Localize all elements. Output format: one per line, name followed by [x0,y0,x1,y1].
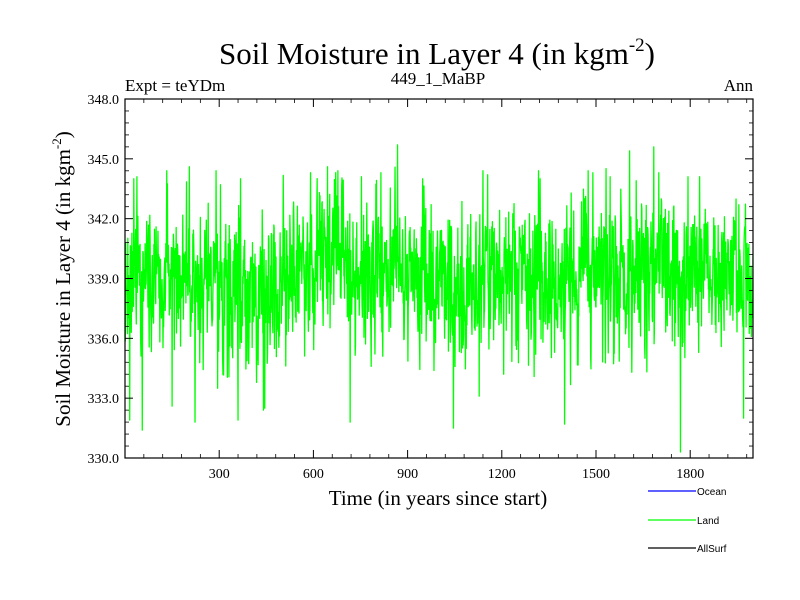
y-tick-label: 342.0 [88,213,120,228]
legend-label-allsurf: AllSurf [697,544,727,555]
y-axis-label: Soil Moisture in Layer 4 (in kgm-2) [49,131,75,426]
y-tick-label: 339.0 [88,273,120,288]
x-axis-label: Time (in years since start) [329,486,548,510]
x-axis: 300 600 900 1200 1500 1800 [143,99,748,482]
chart-subtitle: 449_1_MaBP [391,69,485,88]
chart-title: Soil Moisture in Layer 4 (in kgm-2) [219,35,655,71]
x-tick-label: 300 [209,467,230,482]
experiment-label: Expt = teYDm [125,76,225,95]
x-tick-label: 1800 [676,467,704,482]
y-tick-label: 348.0 [88,93,120,108]
x-tick-label: 1500 [582,467,610,482]
legend-label-ocean: Ocean [697,487,726,498]
y-tick-label: 333.0 [88,392,120,407]
legend-label-land: Land [697,516,719,527]
x-tick-label: 600 [303,467,324,482]
y-tick-label: 330.0 [88,452,120,467]
y-tick-label: 336.0 [88,332,120,347]
season-label: Ann [724,76,754,95]
x-tick-label: 900 [397,467,418,482]
y-axis: 330.0 333.0 336.0 339.0 342.0 345.0 348.0 [88,93,753,467]
legend: Ocean Land AllSurf [648,487,727,555]
x-tick-label: 1200 [488,467,516,482]
land-series-line [125,144,753,453]
y-tick-label: 345.0 [88,153,120,168]
